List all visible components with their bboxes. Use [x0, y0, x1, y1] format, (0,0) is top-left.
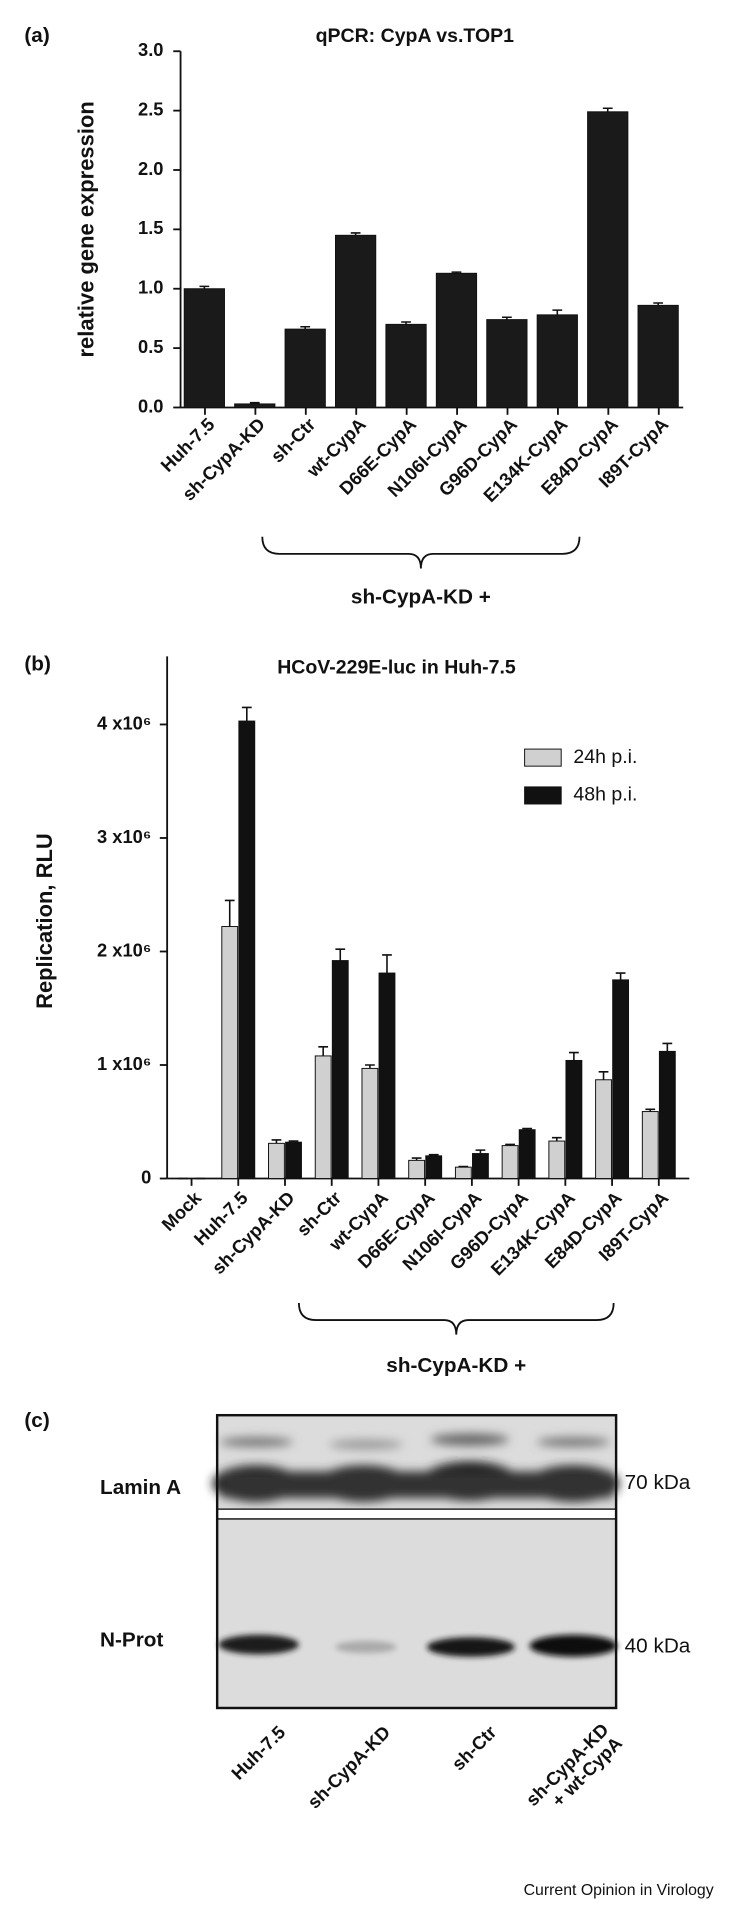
bar	[285, 1141, 302, 1180]
bar	[234, 403, 276, 408]
error-bar	[335, 948, 346, 961]
bracket	[261, 536, 581, 569]
band	[335, 1640, 397, 1654]
y-tick-label: 1.0	[138, 277, 163, 298]
y-tick-label: 1.5	[138, 217, 163, 238]
y-tick-label: 0.5	[138, 336, 163, 357]
bar	[518, 1129, 536, 1180]
bar	[472, 1153, 489, 1180]
divider	[217, 1509, 617, 1519]
error-bar	[271, 1139, 282, 1144]
bracket-label: sh-CypA-KD +	[386, 1354, 526, 1377]
chart-title: HCoV-229E-luc in Huh-7.5	[277, 657, 516, 679]
bar	[334, 234, 377, 408]
bar	[378, 972, 396, 1180]
y-tick-label: 0	[141, 1166, 151, 1187]
bar	[612, 979, 630, 1180]
legend-label: 24h p.i.	[573, 746, 637, 768]
bar	[385, 323, 427, 408]
error-bar	[475, 1149, 486, 1154]
y-axis-label: Replication, RLU	[32, 833, 57, 1009]
size-label: 40 kDa	[625, 1634, 691, 1657]
row-label: N-Prot	[100, 1628, 163, 1651]
bar	[548, 1140, 566, 1180]
error-bar	[569, 1051, 579, 1061]
bar	[314, 1055, 332, 1180]
panel-label: (b)	[24, 652, 50, 675]
error-bar	[662, 1042, 673, 1052]
bar	[486, 319, 528, 408]
bracket	[297, 1302, 615, 1335]
lane-label: Huh-7.5	[227, 1721, 289, 1783]
credit: Current Opinion in Virology	[524, 1882, 714, 1899]
bar	[536, 314, 578, 408]
error-bar	[224, 899, 235, 927]
bar	[331, 960, 349, 1180]
row-label: Lamin A	[100, 1476, 181, 1499]
y-tick-label: 2.5	[138, 98, 163, 119]
legend-label: 48h p.i.	[573, 784, 637, 806]
band	[427, 1637, 515, 1657]
band-group	[212, 1433, 620, 1502]
error-bar	[382, 954, 392, 974]
error-bar	[318, 1046, 329, 1056]
legend-swatch	[524, 748, 562, 767]
y-tick-label: 3.0	[138, 39, 163, 60]
panel-label: (a)	[24, 24, 49, 47]
error-bar	[602, 107, 613, 112]
bar	[408, 1159, 426, 1180]
error-bar	[551, 1136, 562, 1142]
band	[218, 1634, 299, 1655]
bar	[658, 1050, 676, 1180]
band	[219, 1437, 293, 1447]
band	[536, 1437, 610, 1447]
bar	[183, 288, 225, 408]
y-tick-label: 2 x10⁶	[97, 939, 151, 960]
band	[222, 1471, 613, 1499]
y-tick-label: 0.0	[138, 395, 163, 416]
size-label: 70 kDa	[625, 1471, 691, 1494]
bar	[221, 926, 239, 1180]
band	[430, 1433, 509, 1446]
bar	[641, 1111, 659, 1180]
y-tick-label: 2.0	[138, 158, 163, 179]
y-tick-label: 4 x10⁶	[97, 712, 151, 733]
band-group	[218, 1634, 618, 1657]
y-tick-label: 1 x10⁶	[97, 1053, 151, 1074]
legend-swatch	[524, 786, 562, 805]
figure-content: (c) Lamin A N-Prot 70 kDa 40 kDa Huh-7.5…	[24, 24, 713, 1899]
band	[529, 1634, 618, 1657]
blot	[212, 1413, 620, 1710]
y-tick-label: 3 x10⁶	[97, 826, 151, 847]
error-bar	[365, 1064, 375, 1069]
bar	[284, 328, 326, 408]
lane-label: sh-CypA-KD	[303, 1721, 394, 1812]
bar	[454, 1166, 472, 1180]
bar	[268, 1142, 285, 1180]
lane-label: sh-Ctr	[447, 1721, 500, 1774]
bar	[361, 1067, 379, 1180]
bar	[565, 1059, 583, 1180]
chart-title: qPCR: CypA vs.TOP1	[316, 25, 515, 47]
bar	[425, 1155, 443, 1180]
panel-label: (c)	[24, 1409, 49, 1432]
bar	[435, 272, 478, 408]
band	[329, 1439, 403, 1450]
bar	[595, 1079, 612, 1180]
error-bar	[615, 972, 626, 980]
error-bar	[241, 706, 252, 722]
y-axis-label: relative gene expression	[74, 101, 99, 357]
bar	[238, 720, 256, 1180]
blot-background	[217, 1415, 617, 1708]
bracket-label: sh-CypA-KD +	[351, 585, 491, 608]
error-bar	[552, 309, 563, 315]
bar	[637, 304, 679, 408]
bar	[501, 1145, 519, 1180]
error-bar	[598, 1071, 609, 1080]
blot-frame	[215, 1413, 618, 1710]
bar	[587, 111, 629, 408]
